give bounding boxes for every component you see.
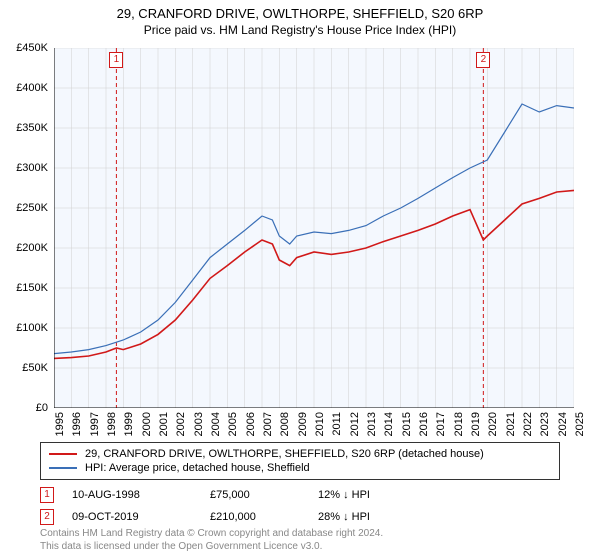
y-axis-label: £400K <box>16 82 48 94</box>
chart-svg <box>54 48 574 408</box>
chart-plot-area: £0£50K£100K£150K£200K£250K£300K£350K£400… <box>54 48 574 408</box>
legend-label: 29, CRANFORD DRIVE, OWLTHORPE, SHEFFIELD… <box>85 448 484 460</box>
sale-date: 10-AUG-1998 <box>72 489 192 501</box>
sale-row-marker: 2 <box>40 509 54 525</box>
chart-subtitle: Price paid vs. HM Land Registry's House … <box>0 23 600 39</box>
y-axis-label: £100K <box>16 322 48 334</box>
legend-swatch <box>49 453 77 455</box>
x-axis-label: 2025 <box>574 412 586 452</box>
sale-row: 2 09-OCT-2019 £210,000 28% ↓ HPI <box>40 506 560 528</box>
sale-row: 1 10-AUG-1998 £75,000 12% ↓ HPI <box>40 484 560 506</box>
footer-line2: This data is licensed under the Open Gov… <box>40 541 560 554</box>
legend: 29, CRANFORD DRIVE, OWLTHORPE, SHEFFIELD… <box>40 442 560 480</box>
sale-marker: 2 <box>476 52 490 68</box>
legend-item: HPI: Average price, detached house, Shef… <box>49 461 551 475</box>
y-axis-label: £350K <box>16 122 48 134</box>
y-axis-label: £200K <box>16 242 48 254</box>
y-axis-label: £250K <box>16 202 48 214</box>
sale-price: £210,000 <box>210 511 300 523</box>
sale-marker: 1 <box>109 52 123 68</box>
sale-price: £75,000 <box>210 489 300 501</box>
legend-item: 29, CRANFORD DRIVE, OWLTHORPE, SHEFFIELD… <box>49 447 551 461</box>
legend-swatch <box>49 467 77 469</box>
chart-title-address: 29, CRANFORD DRIVE, OWLTHORPE, SHEFFIELD… <box>0 6 600 23</box>
y-axis-label: £150K <box>16 282 48 294</box>
sale-date: 09-OCT-2019 <box>72 511 192 523</box>
y-axis-label: £50K <box>22 362 48 374</box>
y-axis-label: £450K <box>16 42 48 54</box>
sale-row-marker: 1 <box>40 487 54 503</box>
sale-hpi-diff: 28% ↓ HPI <box>318 511 428 523</box>
y-axis-label: £0 <box>36 402 48 414</box>
sale-history: 1 10-AUG-1998 £75,000 12% ↓ HPI 2 09-OCT… <box>40 484 560 528</box>
title-block: 29, CRANFORD DRIVE, OWLTHORPE, SHEFFIELD… <box>0 0 600 38</box>
legend-label: HPI: Average price, detached house, Shef… <box>85 462 310 474</box>
footer-attribution: Contains HM Land Registry data © Crown c… <box>40 528 560 553</box>
footer-line1: Contains HM Land Registry data © Crown c… <box>40 528 560 541</box>
y-axis-label: £300K <box>16 162 48 174</box>
sale-hpi-diff: 12% ↓ HPI <box>318 489 428 501</box>
chart-container: 29, CRANFORD DRIVE, OWLTHORPE, SHEFFIELD… <box>0 0 600 560</box>
